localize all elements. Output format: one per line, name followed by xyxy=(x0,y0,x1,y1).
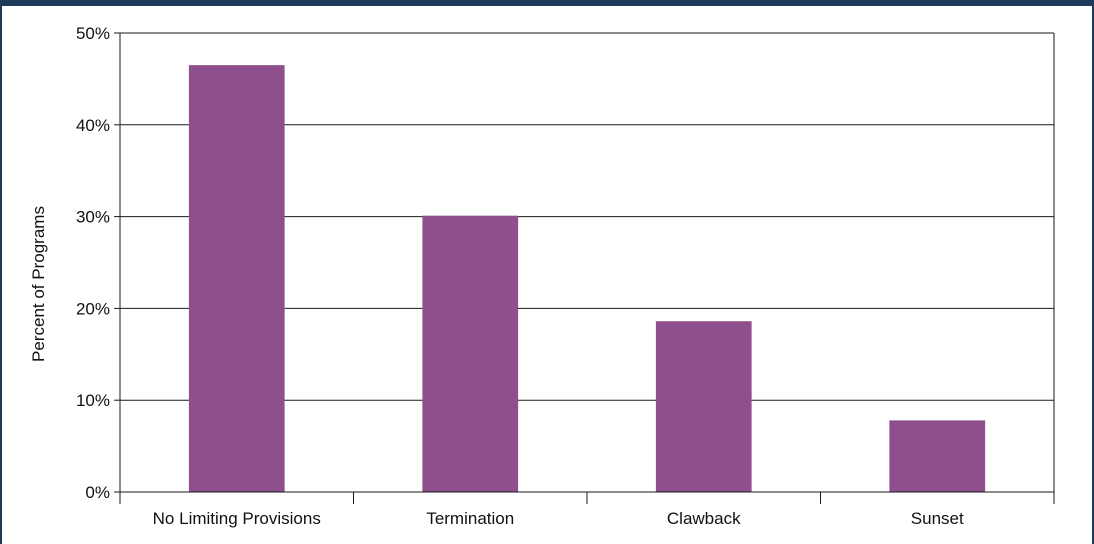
y-axis-label: Percent of Programs xyxy=(29,206,48,362)
bar xyxy=(422,215,519,492)
bar xyxy=(655,321,752,492)
x-tick-labels: No Limiting Provisions Termination Clawbac… xyxy=(153,509,964,528)
bar xyxy=(188,65,285,492)
y-tick-label: 0% xyxy=(85,483,110,502)
y-tick-label: 30% xyxy=(76,208,110,227)
axes xyxy=(114,32,1055,504)
x-tick-label: Clawback xyxy=(667,509,741,528)
x-tick-label: No Limiting Provisions xyxy=(153,509,321,528)
x-tick-label: Termination xyxy=(426,509,514,528)
y-tick-label: 20% xyxy=(76,299,110,318)
bar xyxy=(889,420,986,492)
y-tick-labels: 0% 10% 20% 30% 40% 50% xyxy=(76,24,110,502)
x-tick-label: Sunset xyxy=(911,509,964,528)
bars xyxy=(188,65,986,492)
y-tick-label: 50% xyxy=(76,24,110,43)
y-tick-label: 40% xyxy=(76,116,110,135)
y-tick-label: 10% xyxy=(76,391,110,410)
